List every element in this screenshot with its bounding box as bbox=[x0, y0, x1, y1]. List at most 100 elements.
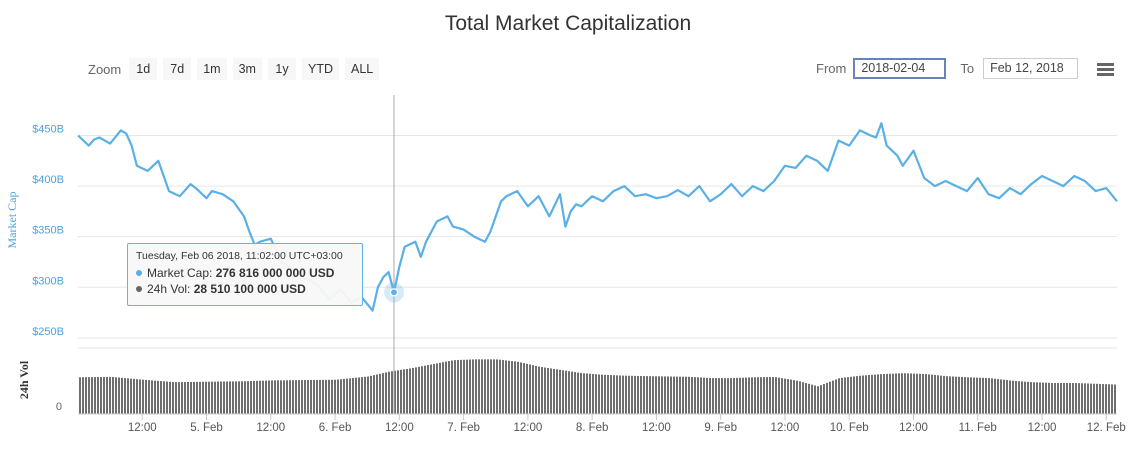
volume-bar bbox=[703, 377, 705, 414]
volume-bar bbox=[214, 381, 216, 414]
tooltip-market-cap-label: Market Cap: bbox=[147, 266, 213, 280]
volume-bar bbox=[79, 377, 81, 414]
volume-bar bbox=[436, 363, 438, 414]
volume-bar bbox=[253, 380, 255, 414]
volume-bar bbox=[1054, 383, 1056, 414]
volume-bar bbox=[262, 380, 264, 414]
zoom-7d-button[interactable]: 7d bbox=[163, 58, 192, 80]
zoom-1d-button[interactable]: 1d bbox=[129, 58, 158, 80]
volume-bar bbox=[721, 378, 723, 414]
volume-bar bbox=[997, 379, 999, 414]
volume-bar bbox=[397, 370, 399, 414]
zoom-ytd-button[interactable]: YTD bbox=[301, 58, 339, 80]
volume-bar bbox=[760, 377, 762, 414]
volume-bar bbox=[982, 377, 984, 414]
to-date-input[interactable]: Feb 12, 2018 bbox=[983, 58, 1079, 79]
volume-bar bbox=[754, 377, 756, 414]
volume-bar bbox=[709, 378, 711, 414]
volume-bar bbox=[217, 381, 219, 414]
volume-bar bbox=[184, 382, 186, 414]
volume-bar bbox=[385, 372, 387, 414]
tooltip-volume-label: 24h Vol: bbox=[147, 282, 191, 296]
volume-bar bbox=[1057, 383, 1059, 414]
volume-bar bbox=[157, 380, 159, 414]
volume-bar bbox=[409, 368, 411, 414]
hamburger-icon[interactable] bbox=[1097, 63, 1114, 76]
from-date-input[interactable]: 2018-02-04 bbox=[853, 58, 947, 79]
volume-bar bbox=[610, 375, 612, 414]
volume-bar bbox=[241, 381, 243, 414]
zoom-all-button[interactable]: ALL bbox=[344, 58, 380, 80]
volume-bar bbox=[334, 379, 336, 414]
y-tick-labels: $450B $400B $350B $300B $250B bbox=[32, 123, 64, 337]
volume-bar bbox=[538, 366, 540, 414]
volume-bar bbox=[994, 378, 996, 414]
volume-bar bbox=[193, 381, 195, 414]
volume-bar bbox=[112, 376, 114, 414]
volume-bar bbox=[340, 379, 342, 414]
volume-bar bbox=[256, 380, 258, 414]
volume-bar bbox=[343, 378, 345, 414]
volume-bar bbox=[904, 373, 906, 414]
volume-bar bbox=[1039, 382, 1041, 414]
volume-bar bbox=[358, 377, 360, 414]
volume-bar bbox=[718, 378, 720, 414]
volume-bar bbox=[1027, 381, 1029, 414]
volume-bar bbox=[637, 375, 639, 414]
hover-point bbox=[389, 288, 399, 297]
zoom-1m-button[interactable]: 1m bbox=[197, 58, 227, 80]
volume-bar bbox=[640, 376, 642, 414]
volume-bar bbox=[469, 359, 471, 414]
volume-bar bbox=[556, 369, 558, 414]
volume-bar bbox=[172, 382, 174, 414]
volume-bar bbox=[415, 367, 417, 414]
volume-bar bbox=[472, 359, 474, 414]
volume-bar bbox=[1075, 383, 1077, 414]
volume-bar bbox=[451, 360, 453, 414]
volume-bar bbox=[1090, 383, 1092, 414]
volume-bar bbox=[1036, 382, 1038, 414]
volume-bar bbox=[304, 380, 306, 414]
zoom-1y-button[interactable]: 1y bbox=[267, 58, 296, 80]
volume-bar bbox=[919, 373, 921, 414]
y-tick-label: $400B bbox=[32, 174, 64, 186]
volume-bar bbox=[766, 377, 768, 414]
zoom-bar: Zoom 1d 7d 1m 3m 1y YTD ALL bbox=[88, 58, 380, 80]
volume-bar bbox=[541, 367, 543, 414]
volume-bar bbox=[1105, 384, 1107, 414]
volume-bar bbox=[937, 375, 939, 414]
x-tick-labels: 12:00 5. Feb 12:00 6. Feb 12:00 7. Feb 12:00 8.… bbox=[128, 414, 1126, 434]
volume-bar bbox=[772, 376, 774, 414]
volume-bar bbox=[829, 381, 831, 414]
zoom-3m-button[interactable]: 3m bbox=[232, 58, 262, 80]
volume-bar bbox=[1063, 383, 1065, 414]
volume-bar bbox=[913, 373, 915, 414]
volume-bar bbox=[433, 363, 435, 414]
volume-bar bbox=[550, 368, 552, 414]
volume-bar bbox=[532, 365, 534, 414]
volume-bar bbox=[1033, 382, 1035, 414]
volume-bar bbox=[961, 376, 963, 414]
volume-bar bbox=[298, 380, 300, 414]
volume-bar bbox=[1042, 382, 1044, 414]
volume-bar bbox=[439, 362, 441, 414]
volume-bar bbox=[1024, 381, 1026, 414]
volume-bar bbox=[106, 376, 108, 414]
volume-bar bbox=[967, 377, 969, 414]
volume-bar bbox=[274, 380, 276, 414]
x-tick-label: 12:00 bbox=[899, 422, 928, 434]
volume-bar bbox=[88, 377, 90, 414]
volume-bar bbox=[736, 377, 738, 414]
volume-bar bbox=[313, 379, 315, 414]
volume-bar bbox=[955, 376, 957, 414]
volume-bar bbox=[724, 378, 726, 414]
volume-bar bbox=[1072, 383, 1074, 414]
volume-bar bbox=[571, 371, 573, 414]
volume-bar bbox=[1012, 380, 1014, 414]
volume-bar bbox=[517, 361, 519, 414]
volume-bar bbox=[922, 373, 924, 414]
volume-bar bbox=[679, 376, 681, 414]
volume-bar bbox=[769, 377, 771, 414]
volume-bar bbox=[166, 381, 168, 414]
